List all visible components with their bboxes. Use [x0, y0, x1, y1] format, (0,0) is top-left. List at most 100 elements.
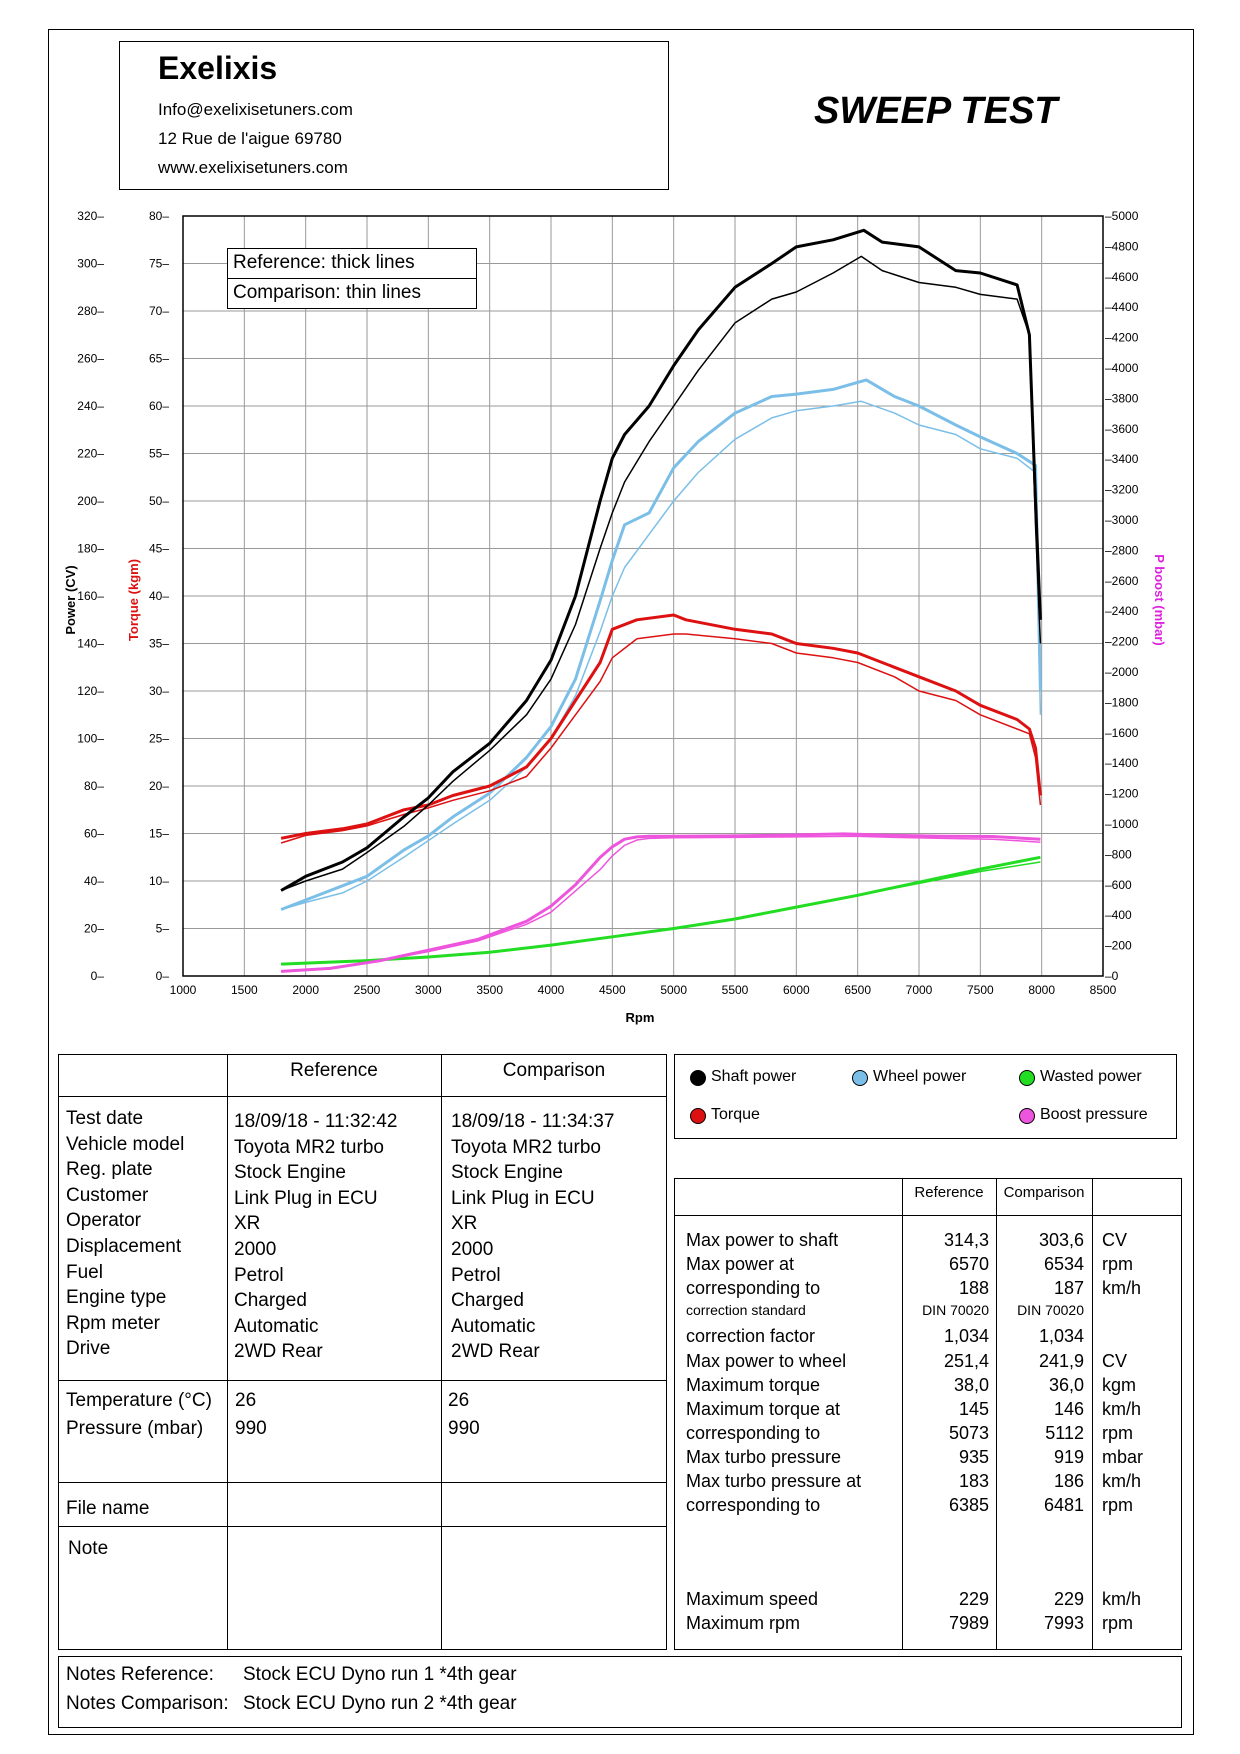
result-reference-value: 7989 — [948, 1613, 989, 1633]
boost-tick-label: –2200 — [1105, 635, 1139, 649]
x-axis-label: Rpm — [626, 1010, 655, 1025]
reference-line-note: Reference: thick lines — [233, 252, 415, 273]
torque-tick-label: 45– — [149, 542, 169, 556]
boost-tick-label: –2600 — [1105, 574, 1139, 588]
result-unit: rpm — [1102, 1422, 1133, 1443]
info-comparison-value: Toyota MR2 turbo — [451, 1136, 601, 1158]
boost-tick-label: –4800 — [1105, 239, 1139, 253]
company-website[interactable]: www.exelixisetuners.com — [158, 158, 348, 177]
info-reference-value: Charged — [234, 1290, 307, 1312]
torque-comparison-curve — [280, 633, 1042, 844]
info-reference-value: Stock Engine — [234, 1162, 346, 1184]
env-label: Temperature (°C) — [66, 1390, 212, 1411]
power-tick-label: 40– — [84, 874, 104, 888]
result-reference-value: 6570 — [948, 1254, 989, 1275]
info-label: Engine type — [66, 1287, 167, 1309]
x-tick-label: 6500 — [844, 983, 871, 997]
result-label: Maximum speed — [686, 1589, 819, 1609]
wasted-legend-swatch — [1019, 1070, 1035, 1086]
boost-tick-label: –3000 — [1105, 513, 1139, 527]
note-label: Note — [68, 1538, 109, 1559]
x-tick-label: 3000 — [415, 983, 442, 997]
torque-tick-label: 10– — [149, 874, 169, 888]
torque-tick-label: 20– — [149, 779, 169, 793]
result-label: corresponding to — [686, 1495, 821, 1516]
result-unit: CV — [1102, 1230, 1128, 1250]
info-label: Operator — [66, 1210, 141, 1232]
result-comparison-value: 36,0 — [1048, 1374, 1084, 1395]
wasted-reference-curve — [281, 855, 1041, 966]
env-reference-value: 26 — [235, 1390, 257, 1411]
shaft-legend-swatch — [690, 1070, 706, 1086]
result-unit: rpm — [1102, 1613, 1133, 1633]
power-tick-label: 120– — [77, 684, 104, 698]
info-comparison-value: 18/09/18 - 11:34:37 — [451, 1111, 615, 1132]
env-comparison-value: 990 — [448, 1418, 480, 1439]
boost-tick-label: –4600 — [1105, 270, 1139, 284]
info-col-reference: Reference — [290, 1060, 378, 1081]
result-comparison-value: 229 — [1053, 1589, 1084, 1609]
result-comparison-value: 1,034 — [1038, 1326, 1084, 1347]
company-name: Exelixis — [158, 50, 278, 86]
result-reference-value: 6385 — [948, 1495, 989, 1516]
boost-legend-swatch — [1019, 1108, 1035, 1124]
result-reference-value: 188 — [958, 1278, 989, 1299]
company-email[interactable]: Info@exelixisetuners.com — [158, 100, 353, 119]
chart-grid — [182, 215, 1104, 977]
power-tick-label: 0– — [91, 969, 105, 983]
boost-reference-curve — [281, 832, 1041, 973]
x-tick-label: 4500 — [599, 983, 626, 997]
y-axis-boost-label: P boost (mbar) — [1152, 554, 1167, 646]
boost-tick-label: –2800 — [1105, 543, 1139, 557]
boost-tick-label: –1800 — [1105, 695, 1139, 709]
boost-tick-label: –2400 — [1105, 604, 1139, 618]
results-header-line — [674, 1215, 1182, 1216]
power-tick-label: 240– — [77, 399, 104, 413]
notes-reference-text: Stock ECU Dyno run 1 *4th gear — [243, 1664, 517, 1685]
power-tick-label: 180– — [77, 542, 104, 556]
chart-axes: 1000 1500 2000 2500 3000 3500 4000 4500 5000 5500… — [77, 209, 1138, 997]
x-tick-label: 3500 — [476, 983, 503, 997]
power-tick-label: 320– — [77, 209, 104, 223]
power-tick-label: 200– — [77, 494, 104, 508]
wheel-legend-label: Wheel power — [873, 1068, 967, 1085]
x-tick-label: 7000 — [906, 983, 933, 997]
info-label: Fuel — [66, 1261, 103, 1283]
env-label: Pressure (mbar) — [66, 1418, 204, 1439]
result-reference-value: 314,3 — [943, 1230, 989, 1250]
result-comparison-value: 5112 — [1045, 1422, 1084, 1443]
result-reference-value: DIN 70020 — [922, 1302, 989, 1319]
info-comparison-value: Charged — [451, 1290, 524, 1312]
info-label: Vehicle model — [66, 1133, 185, 1155]
result-label: correction standard — [686, 1302, 806, 1319]
result-comparison-value: DIN 70020 — [1017, 1302, 1084, 1319]
result-reference-value: 5073 — [948, 1422, 989, 1443]
page-frame — [48, 29, 1194, 1735]
torque-tick-label: 30– — [149, 684, 169, 698]
info-label: Customer — [66, 1184, 149, 1206]
shaft-comparison-curve — [280, 255, 1042, 892]
power-tick-label: 100– — [77, 732, 104, 746]
info-comparison-value: Link Plug in ECU — [451, 1187, 595, 1209]
info-reference-value: Automatic — [234, 1315, 319, 1337]
info-header-line — [58, 1096, 667, 1097]
info-reference-value: Link Plug in ECU — [234, 1187, 378, 1209]
power-tick-label: 20– — [84, 922, 104, 936]
info-col-line-2 — [441, 1054, 442, 1650]
notes-box — [58, 1656, 1182, 1728]
shaft-reference-curve — [280, 228, 1042, 892]
boost-tick-label: –0 — [1105, 969, 1119, 983]
result-unit: CV — [1102, 1350, 1128, 1371]
file-name-label: File name — [66, 1498, 150, 1519]
x-tick-label: 2500 — [354, 983, 381, 997]
boost-tick-label: –200 — [1105, 939, 1132, 953]
result-comparison-value: 6534 — [1043, 1254, 1084, 1275]
x-tick-label: 4000 — [538, 983, 565, 997]
info-reference-value: Petrol — [234, 1264, 284, 1286]
result-comparison-value: 303,6 — [1038, 1230, 1084, 1250]
wheel-comparison-curve — [280, 400, 1042, 911]
result-comparison-value: 187 — [1053, 1278, 1084, 1299]
boost-tick-label: –1400 — [1105, 756, 1139, 770]
result-unit: mbar — [1102, 1446, 1144, 1467]
boost-tick-label: –800 — [1105, 847, 1132, 861]
